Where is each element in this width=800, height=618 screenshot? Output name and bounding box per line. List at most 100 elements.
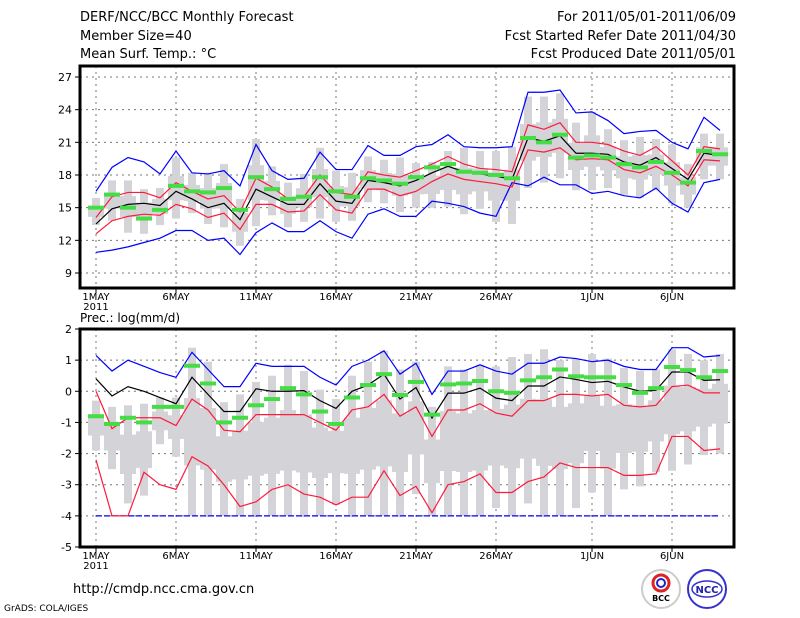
median-marker bbox=[184, 363, 200, 368]
median-marker bbox=[616, 162, 632, 167]
ensemble-box bbox=[424, 439, 440, 484]
y-tick-label: 9 bbox=[65, 267, 72, 280]
series-line-lower bbox=[95, 435, 721, 517]
y-tick-label: -1 bbox=[61, 416, 72, 429]
median-marker bbox=[376, 178, 392, 183]
ensemble-box bbox=[616, 404, 632, 453]
median-marker bbox=[472, 170, 488, 175]
ensemble-box bbox=[536, 399, 552, 466]
median-marker bbox=[632, 390, 648, 395]
forecast-period: For 2011/05/01-2011/06/09 bbox=[557, 10, 736, 25]
y-tick-label: 2 bbox=[65, 323, 72, 336]
median-marker bbox=[136, 420, 152, 425]
ensemble-box bbox=[600, 405, 616, 469]
ensemble-box bbox=[440, 167, 456, 190]
median-marker bbox=[104, 192, 120, 197]
x-tick-label: 11MAY bbox=[239, 551, 273, 562]
median-marker bbox=[408, 379, 424, 384]
ensemble-box bbox=[328, 185, 344, 207]
ensemble-box bbox=[376, 400, 392, 467]
median-marker bbox=[168, 183, 184, 188]
ensemble-box bbox=[520, 398, 536, 459]
x-tick-label: 6JUN bbox=[660, 551, 684, 562]
ensemble-box bbox=[120, 434, 136, 474]
x-tick-label: 6MAY bbox=[162, 551, 190, 562]
x-tick-label: 6MAY bbox=[162, 292, 190, 303]
ensemble-box bbox=[536, 122, 552, 157]
series-line-upper bbox=[95, 384, 720, 438]
median-marker bbox=[696, 375, 712, 380]
ensemble-box bbox=[488, 408, 504, 466]
ensemble-box bbox=[712, 383, 728, 424]
ensemble-box bbox=[392, 413, 408, 472]
ensemble-box bbox=[472, 410, 488, 471]
median-marker bbox=[552, 367, 568, 372]
median-marker bbox=[376, 372, 392, 377]
median-marker bbox=[552, 132, 568, 137]
y-tick-label: 24 bbox=[58, 104, 72, 117]
y-tick-label: 21 bbox=[58, 136, 72, 149]
ensemble-box bbox=[408, 176, 424, 195]
median-marker bbox=[280, 386, 296, 391]
median-marker bbox=[200, 190, 216, 195]
ensemble-box bbox=[680, 387, 696, 432]
x-tick-label: 11MAY bbox=[239, 292, 273, 303]
x-tick-label: 1MAY bbox=[82, 292, 110, 303]
median-marker bbox=[280, 196, 296, 201]
ensemble-box bbox=[344, 417, 360, 474]
median-marker bbox=[488, 389, 504, 394]
x-tick-label: 1MAY bbox=[82, 551, 110, 562]
x-tick-label: 16MAY bbox=[319, 551, 353, 562]
y-tick-label: -3 bbox=[61, 479, 72, 492]
median-marker bbox=[712, 369, 728, 374]
x-tick-label: 26MAY bbox=[479, 551, 513, 562]
median-marker bbox=[232, 415, 248, 420]
median-marker bbox=[296, 392, 312, 397]
plot-frame bbox=[78, 327, 736, 549]
ensemble-box bbox=[440, 411, 456, 472]
chart-title: DERF/NCC/BCC Monthly Forecast bbox=[80, 10, 294, 25]
median-marker bbox=[120, 415, 136, 420]
median-marker bbox=[88, 205, 104, 210]
x-tick-label: 26MAY bbox=[479, 292, 513, 303]
median-marker bbox=[456, 169, 472, 174]
median-marker bbox=[536, 375, 552, 380]
y-tick-label: -5 bbox=[61, 541, 72, 554]
ensemble-box bbox=[280, 410, 296, 471]
source-url[interactable]: http://cmdp.ncc.cma.gov.cn bbox=[73, 582, 255, 597]
median-marker bbox=[136, 216, 152, 221]
median-marker bbox=[472, 379, 488, 384]
ensemble-box bbox=[328, 430, 344, 474]
median-marker bbox=[216, 420, 232, 425]
grads-credit: GrADS: COLA/IGES bbox=[4, 604, 89, 614]
median-marker bbox=[392, 181, 408, 186]
x-tick-label: 21MAY bbox=[399, 292, 433, 303]
forecast-produced-date: Fcst Produced Date 2011/05/01 bbox=[530, 47, 736, 62]
ensemble-box bbox=[248, 422, 264, 476]
x-tick-label: 16MAY bbox=[319, 292, 353, 303]
member-size: Member Size=40 bbox=[80, 29, 192, 44]
median-marker bbox=[600, 155, 616, 160]
ensemble-box bbox=[408, 401, 424, 455]
ensemble-box bbox=[264, 417, 280, 474]
median-marker bbox=[264, 397, 280, 402]
ensemble-box bbox=[184, 398, 200, 466]
median-marker bbox=[424, 412, 440, 417]
ensemble-box bbox=[456, 167, 472, 195]
y-tick-label: 12 bbox=[58, 234, 72, 247]
median-marker bbox=[440, 382, 456, 387]
median-marker bbox=[152, 207, 168, 212]
median-marker bbox=[488, 173, 504, 177]
ensemble-box bbox=[88, 415, 104, 436]
x-year-label: 2011 bbox=[83, 302, 108, 313]
ensemble-box bbox=[136, 431, 152, 469]
ensemble-box bbox=[136, 202, 152, 221]
median-marker bbox=[632, 165, 648, 170]
panel-title: Prec.: log(mm/d) bbox=[80, 311, 180, 325]
median-marker bbox=[568, 155, 584, 160]
median-marker bbox=[88, 414, 104, 419]
median-marker bbox=[408, 175, 424, 180]
median-marker bbox=[440, 162, 456, 167]
median-marker bbox=[536, 140, 552, 145]
